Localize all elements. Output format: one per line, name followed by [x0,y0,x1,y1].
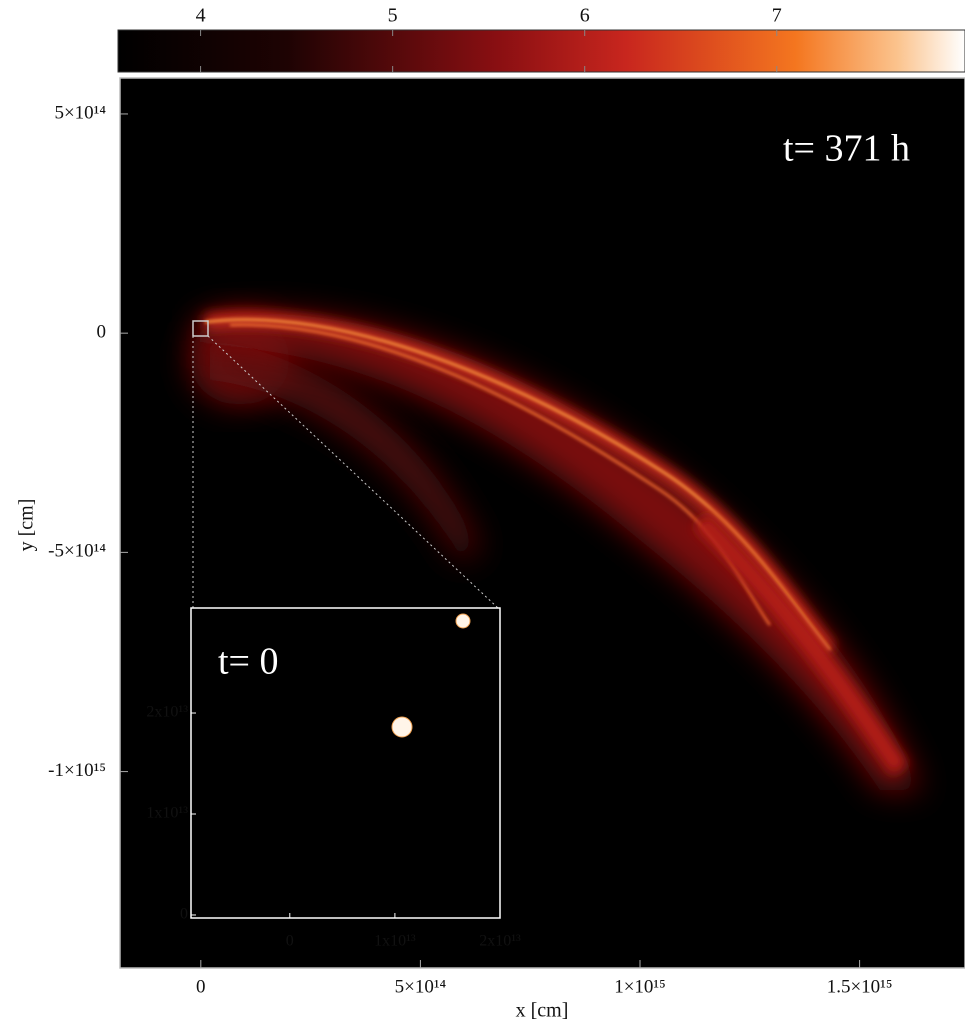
y-tick-label: 5×10¹⁴ [54,102,106,123]
inset [190,607,501,919]
star [455,613,471,629]
y-tick-label: 0 [97,322,107,343]
axes-frame [119,77,965,969]
inset-y-tick-label: 0 [180,906,188,923]
x-tick-label: 0 [196,976,206,997]
density-field [190,312,920,790]
filament-glow [692,512,909,776]
star [391,716,413,738]
inset-x-tick-label: 1x10¹³ [374,933,416,950]
colorbar-tick-label: 7 [772,5,782,27]
inset-y-tick-label: 1x10¹³ [146,805,188,822]
inset-x-tick-label: 2x10¹³ [479,933,521,950]
zoom-box [192,320,209,337]
x-tick-label: 1.5×10¹⁵ [827,976,893,997]
x-axis-label: x [cm] [516,1000,569,1022]
colorbar [117,29,965,73]
zoom-line [207,335,499,609]
colorbar-tick-label: 5 [388,5,398,27]
x-tick-label: 1×10¹⁵ [614,976,666,997]
inset-y-tick-label: 2x10¹³ [146,704,188,721]
x-tick-label: 5×10¹⁴ [395,976,447,997]
glow [210,340,480,560]
inset-x-tick-label: 0 [286,933,294,950]
inset-annotation: t= 0 [218,641,279,683]
annotation: t= 371 h [783,128,910,170]
y-tick-label: -5×10¹⁴ [48,541,106,562]
colorbar-tick-label: 4 [196,5,206,27]
y-tick-label: -1×10¹⁵ [48,760,106,781]
colorbar-tick-label: 6 [580,5,590,27]
filament [204,318,832,651]
y-axis-label: y [cm] [16,499,38,552]
